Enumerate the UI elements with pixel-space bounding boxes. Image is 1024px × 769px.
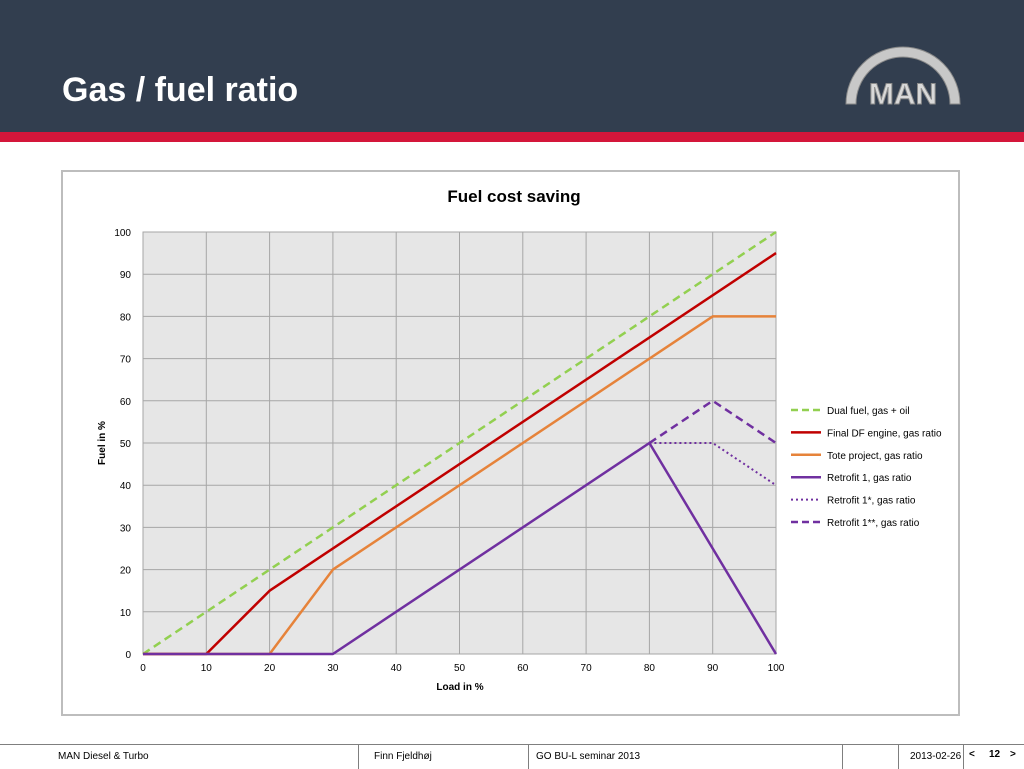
chart-title: Fuel cost saving xyxy=(447,187,580,206)
footer-company: MAN Diesel & Turbo xyxy=(58,751,149,762)
series-line-1 xyxy=(142,230,777,656)
y-tick-label: 80 xyxy=(120,312,132,323)
y-tick-label: 50 xyxy=(120,439,132,450)
y-tick-label: 60 xyxy=(120,397,132,408)
x-tick-label: 40 xyxy=(391,663,403,674)
chart-frame: Fuel cost saving 0 10 20 30 40 50 60 70 80 90 100 0… xyxy=(61,170,960,716)
footer-separator xyxy=(358,745,359,769)
grid-lines xyxy=(142,231,777,655)
slide-footer: MAN Diesel & Turbo Finn Fjeldhøj GO BU-L… xyxy=(0,744,1024,769)
x-tick-label: 70 xyxy=(581,663,593,674)
x-tick-label: 20 xyxy=(264,663,276,674)
footer-separator xyxy=(898,745,899,769)
legend-entry-label: Retrofit 1**, gas ratio xyxy=(827,518,920,529)
series-line-4 xyxy=(143,441,778,656)
axis-ticks: 0 10 20 30 40 50 60 70 80 90 100 0 10 20 30 40 50 60 70 80 9… xyxy=(114,228,784,674)
footer-separator xyxy=(963,745,964,769)
header-accent-stripe xyxy=(0,132,1024,142)
x-tick-label: 60 xyxy=(517,663,529,674)
prev-slide-button[interactable]: < xyxy=(969,749,975,760)
y-tick-label: 0 xyxy=(125,650,131,661)
y-tick-label: 90 xyxy=(120,270,132,281)
y-tick-label: 40 xyxy=(120,481,132,492)
x-tick-label: 90 xyxy=(707,663,719,674)
legend-entry-label: Dual fuel, gas + oil xyxy=(827,406,910,417)
footer-author: Finn Fjeldhøj xyxy=(374,751,432,762)
footer-separator xyxy=(528,745,529,769)
footer-separator xyxy=(842,745,843,769)
x-tick-label: 80 xyxy=(644,663,656,674)
legend: Dual fuel, gas + oil Final DF engine, gas… xyxy=(791,406,942,529)
footer-event: GO BU-L seminar 2013 xyxy=(536,751,641,762)
legend-entry-label: Retrofit 1*, gas ratio xyxy=(827,496,916,507)
legend-entry-label: Tote project, gas ratio xyxy=(827,451,923,462)
logo-text: MAN xyxy=(869,78,937,110)
x-tick-label: 30 xyxy=(327,663,339,674)
series-layer xyxy=(142,230,778,656)
x-tick-label: 10 xyxy=(201,663,213,674)
page-number: 12 xyxy=(989,749,1001,760)
y-tick-label: 30 xyxy=(120,523,132,534)
y-tick-label: 70 xyxy=(120,355,132,366)
y-tick-label: 10 xyxy=(120,608,132,619)
man-logo: MAN xyxy=(845,46,961,110)
footer-date: 2013-02-26 xyxy=(910,751,962,762)
legend-entry-label: Retrofit 1, gas ratio xyxy=(827,473,912,484)
fuel-cost-saving-chart: Fuel cost saving 01020304050607080901000… xyxy=(97,187,942,693)
slide-header xyxy=(0,0,1024,132)
y-axis-label: Fuel in % xyxy=(97,421,108,465)
legend-entry-label: Final DF engine, gas ratio xyxy=(827,428,942,439)
y-tick-label: 100 xyxy=(114,228,131,239)
y-tick-label: 20 xyxy=(120,566,132,577)
series-line-5 xyxy=(649,442,777,487)
x-tick-label: 100 xyxy=(768,663,785,674)
slide-title: Gas / fuel ratio xyxy=(62,71,299,109)
x-axis-label: Load in % xyxy=(436,682,483,693)
x-tick-label: 0 xyxy=(140,663,146,674)
next-slide-button[interactable]: > xyxy=(1010,749,1016,760)
x-tick-label: 50 xyxy=(454,663,466,674)
